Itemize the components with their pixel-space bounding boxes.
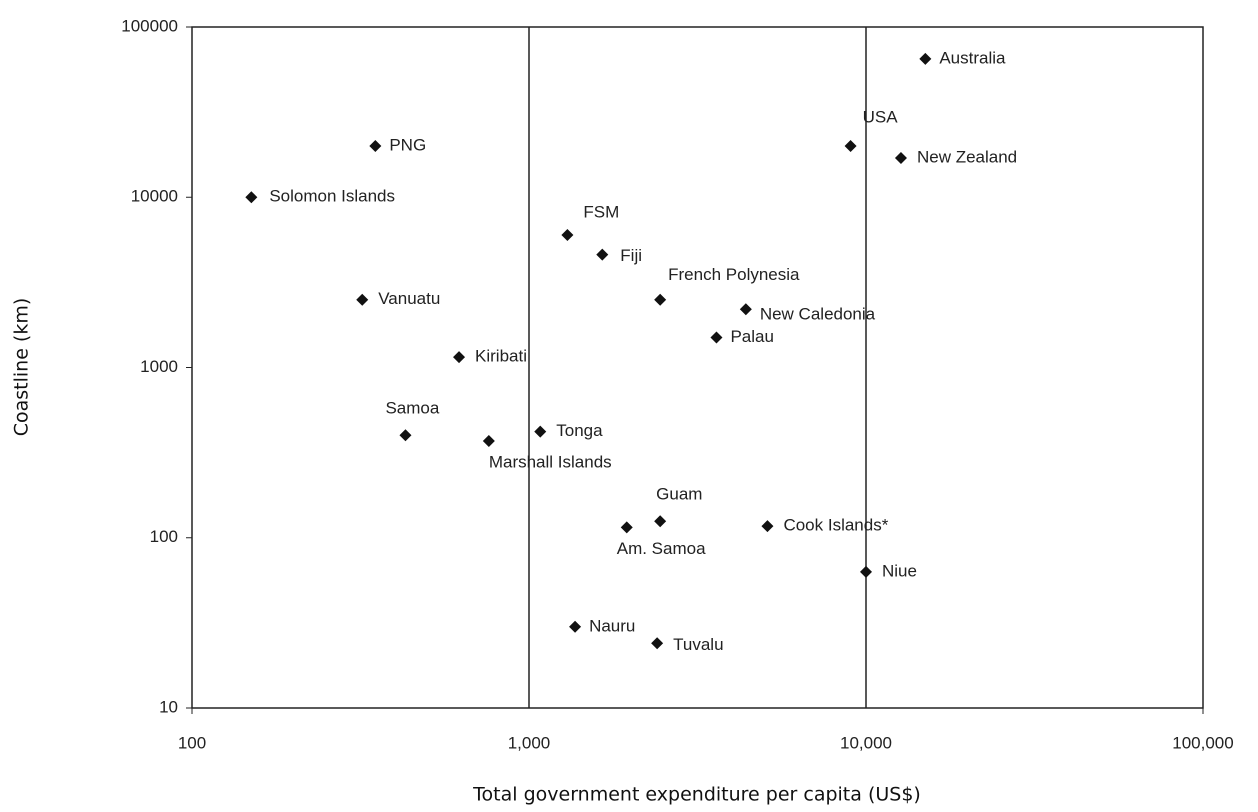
point bbox=[596, 248, 609, 261]
point bbox=[620, 521, 633, 534]
point bbox=[651, 637, 664, 650]
y-tick-label: 10 bbox=[159, 697, 178, 716]
point-label: Samoa bbox=[385, 399, 439, 418]
point bbox=[761, 520, 774, 533]
point-label: Niue bbox=[882, 561, 917, 580]
y-tick-label: 1000 bbox=[140, 357, 178, 376]
point bbox=[739, 303, 752, 316]
point-label: Tonga bbox=[556, 421, 603, 440]
point-label: Vanuatu bbox=[378, 289, 440, 308]
point-label: FSM bbox=[583, 203, 619, 222]
point bbox=[356, 293, 369, 306]
y-axis-title: Coastline (km) bbox=[11, 298, 33, 437]
x-tick-label: 100 bbox=[178, 733, 206, 752]
x-tick-label: 1,000 bbox=[508, 733, 551, 752]
point-label: Fiji bbox=[620, 246, 642, 265]
point bbox=[561, 229, 574, 242]
point-label: Cook Islands* bbox=[783, 516, 888, 535]
point-label: USA bbox=[863, 107, 899, 126]
point-label: Marshall Islands bbox=[489, 452, 612, 471]
plot-frame bbox=[191, 26, 1204, 709]
point bbox=[860, 565, 872, 578]
point-label: New Caledonia bbox=[760, 305, 876, 324]
point bbox=[710, 331, 723, 344]
point-label: Kiribati bbox=[475, 347, 527, 366]
point bbox=[654, 515, 667, 528]
point-label: Nauru bbox=[589, 616, 635, 635]
point-label: Solomon Islands bbox=[269, 187, 395, 206]
point bbox=[654, 293, 667, 306]
point-label: Tuvalu bbox=[673, 635, 723, 654]
point-label: French Polynesia bbox=[668, 265, 800, 284]
x-tick-label: 10,000 bbox=[840, 733, 892, 752]
point-label: Palau bbox=[730, 327, 773, 346]
y-tick-label: 10000 bbox=[131, 187, 178, 206]
point bbox=[534, 425, 547, 438]
point-label: Australia bbox=[939, 48, 1006, 67]
x-tick-label: 100,000 bbox=[1172, 733, 1233, 752]
point bbox=[844, 139, 857, 152]
point-label: Guam bbox=[656, 485, 702, 504]
y-tick-label: 100 bbox=[150, 527, 178, 546]
point-label: New Zealand bbox=[917, 148, 1017, 167]
y-tick-label: 100000 bbox=[121, 16, 178, 35]
point-label: Am. Samoa bbox=[617, 539, 706, 558]
point bbox=[245, 191, 258, 204]
x-axis-title: Total government expenditure per capita … bbox=[472, 784, 921, 806]
point bbox=[894, 152, 907, 165]
point-label: PNG bbox=[389, 135, 426, 154]
point bbox=[369, 139, 382, 152]
point bbox=[399, 429, 412, 442]
point bbox=[919, 52, 932, 65]
point bbox=[482, 435, 495, 448]
point bbox=[453, 351, 466, 364]
point bbox=[569, 620, 582, 633]
